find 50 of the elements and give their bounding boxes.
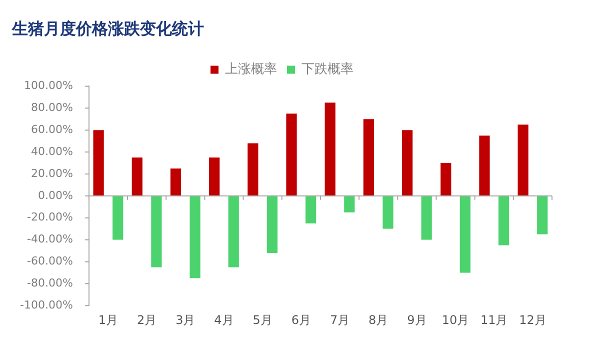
x-tick-label: 8月 xyxy=(368,312,388,327)
bar xyxy=(132,158,142,196)
bar xyxy=(498,196,510,246)
y-tick-label: 20.00% xyxy=(30,166,73,180)
x-tick-label: 3月 xyxy=(176,312,196,327)
bar xyxy=(286,114,297,196)
y-tick-label: -40.00% xyxy=(26,232,73,246)
bar xyxy=(209,158,220,196)
bar xyxy=(248,143,258,196)
bar xyxy=(363,119,374,196)
y-tick-label: 0.00% xyxy=(38,188,73,202)
x-tick-label: 6月 xyxy=(291,312,311,327)
x-tick-label: 2月 xyxy=(136,312,157,327)
y-tick-label: -100.00% xyxy=(20,298,73,312)
x-tick-label: 12月 xyxy=(519,312,546,327)
bar xyxy=(382,196,394,229)
y-tick-label: 40.00% xyxy=(30,144,73,158)
y-tick-label: 80.00% xyxy=(30,101,73,114)
x-tick-label: 7月 xyxy=(330,312,350,327)
bar xyxy=(151,196,162,268)
chart-title: 生猪月度价格涨跌变化统计 xyxy=(11,18,204,38)
bar xyxy=(190,196,200,278)
bar xyxy=(440,162,452,196)
bar xyxy=(479,136,490,196)
bar xyxy=(306,196,316,224)
bar xyxy=(93,130,104,196)
bar xyxy=(112,196,124,240)
y-tick-label: -20.00% xyxy=(26,210,73,224)
bar xyxy=(518,124,528,196)
legend-label: 下跌概率 xyxy=(302,61,354,78)
bar xyxy=(324,102,336,196)
x-tick-label: 10月 xyxy=(442,312,470,327)
y-tick-label: 60.00% xyxy=(30,122,73,136)
y-tick-label: -80.00% xyxy=(26,276,73,290)
bar xyxy=(344,196,355,212)
x-tick-label: 1月 xyxy=(98,312,118,327)
bar xyxy=(460,196,470,273)
x-tick-label: 5月 xyxy=(252,312,272,327)
bar xyxy=(228,196,239,268)
bar xyxy=(402,130,413,196)
bar xyxy=(421,196,432,240)
x-tick-label: 11月 xyxy=(480,312,508,327)
y-tick-label: -60.00% xyxy=(26,254,73,268)
bar xyxy=(170,168,182,196)
bar xyxy=(537,196,548,234)
y-tick-label: 100.00% xyxy=(24,79,73,92)
legend-label: 上涨概率 xyxy=(225,61,277,78)
bar xyxy=(266,196,278,253)
x-tick-label: 4月 xyxy=(214,312,234,327)
x-tick-label: 9月 xyxy=(407,312,427,327)
